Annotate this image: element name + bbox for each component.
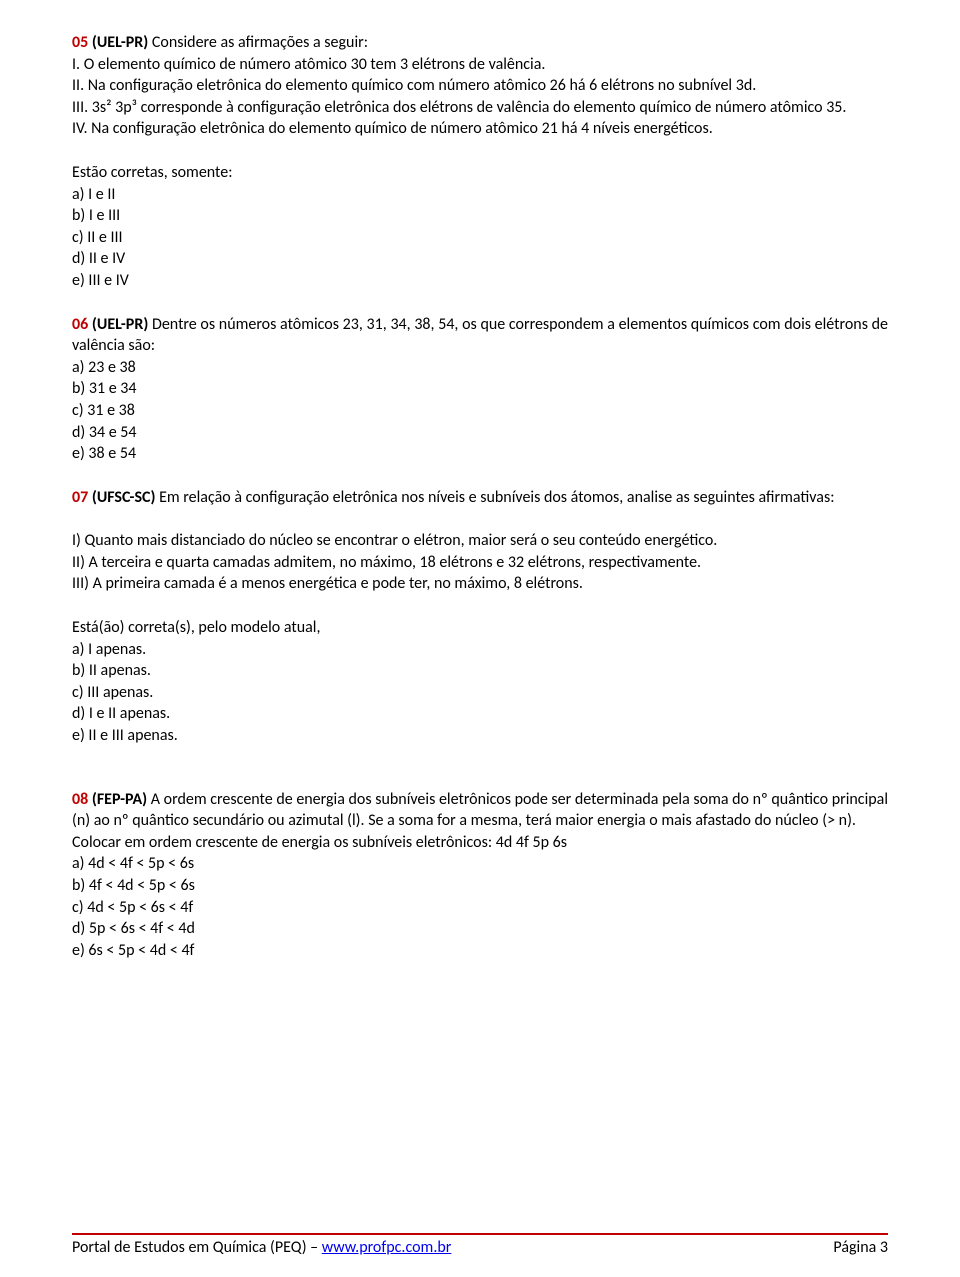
q05-opt-a: a) I e II [72,184,888,206]
q06-opt-e: e) 38 e 54 [72,443,888,465]
q05-options-block: Estão corretas, somente: a) I e II b) I … [72,162,888,292]
q07-opt-d: d) I e II apenas. [72,703,888,725]
q08-opt-c: c) 4d < 5p < 6s < 4f [72,897,888,919]
q05-stmt-3: III. 3s² 3p³ corresponde à configuração … [72,97,888,119]
footer-link[interactable]: www.profpc.com.br [322,1238,452,1257]
q06-opt-c: c) 31 e 38 [72,400,888,422]
q08-number: 08 [72,790,88,809]
q08-header: 08 (FEP-PA) A ordem crescente de energia… [72,789,888,832]
q06-opt-a: a) 23 e 38 [72,357,888,379]
q08-opt-a: a) 4d < 4f < 5p < 6s [72,853,888,875]
q07-number: 07 [72,488,88,507]
q08-source: (FEP-PA) [92,790,147,809]
q05-number: 05 [72,33,88,52]
q07-statements: I) Quanto mais distanciado do núcleo se … [72,530,888,595]
question-08: 08 (FEP-PA) A ordem crescente de energia… [72,789,888,962]
q05-header: 05 (UEL-PR) Considere as afirmações a se… [72,32,888,54]
q07-options: a) I apenas. b) II apenas. c) III apenas… [72,639,888,747]
q07-opt-e: e) II e III apenas. [72,725,888,747]
q05-opt-c: c) II e III [72,227,888,249]
q05-opt-b: b) I e III [72,205,888,227]
q08-text: A ordem crescente de energia dos subníve… [72,790,888,831]
q07-opt-a: a) I apenas. [72,639,888,661]
footer-rule [72,1233,888,1235]
q07-header: 07 (UFSC-SC) Em relação à configuração e… [72,487,888,509]
q07-opt-c: c) III apenas. [72,682,888,704]
q05-stmt-4: IV. Na configuração eletrônica do elemen… [72,118,888,140]
footer-prefix: Portal de Estudos em Química (PEQ) – [72,1238,322,1257]
q06-header: 06 (UEL-PR) Dentre os números atômicos 2… [72,314,888,357]
q08-opt-e: e) 6s < 5p < 4d < 4f [72,940,888,962]
question-07-intro: 07 (UFSC-SC) Em relação à configuração e… [72,487,888,509]
q07-opt-b: b) II apenas. [72,660,888,682]
q08-options: a) 4d < 4f < 5p < 6s b) 4f < 4d < 5p < 6… [72,853,888,961]
q06-text: Dentre os números atômicos 23, 31, 34, 3… [72,315,888,356]
q07-stmt-3: III) A primeira camada é a menos energét… [72,573,888,595]
q06-opt-b: b) 31 e 34 [72,378,888,400]
q06-number: 06 [72,315,88,334]
q06-source: (UEL-PR) [92,315,148,334]
q08-opt-b: b) 4f < 4d < 5p < 6s [72,875,888,897]
q05-opt-e: e) III e IV [72,270,888,292]
q05-stmt-1: I. O elemento químico de número atômico … [72,54,888,76]
q07-options-block: Está(ão) correta(s), pelo modelo atual, … [72,617,888,747]
q07-source: (UFSC-SC) [92,488,156,507]
q07-prompt: Está(ão) correta(s), pelo modelo atual, [72,617,888,639]
q05-options: a) I e II b) I e III c) II e III d) II e… [72,184,888,292]
q07-stmt-1: I) Quanto mais distanciado do núcleo se … [72,530,888,552]
footer-page-number: Página 3 [833,1237,888,1259]
q05-source: (UEL-PR) [92,33,148,52]
question-06: 06 (UEL-PR) Dentre os números atômicos 2… [72,314,888,465]
q05-stmt-2: II. Na configuração eletrônica do elemen… [72,75,888,97]
q06-opt-d: d) 34 e 54 [72,422,888,444]
question-05: 05 (UEL-PR) Considere as afirmações a se… [72,32,888,140]
footer-left: Portal de Estudos em Química (PEQ) – www… [72,1237,451,1259]
q06-options: a) 23 e 38 b) 31 e 34 c) 31 e 38 d) 34 e… [72,357,888,465]
q05-lead: Considere as afirmações a seguir: [152,33,368,52]
q05-prompt: Estão corretas, somente: [72,162,888,184]
q08-opt-d: d) 5p < 6s < 4f < 4d [72,918,888,940]
page-footer: Portal de Estudos em Química (PEQ) – www… [72,1233,888,1259]
q05-opt-d: d) II e IV [72,248,888,270]
q07-text: Em relação à configuração eletrônica nos… [159,488,834,507]
q08-instruction: Colocar em ordem crescente de energia os… [72,832,888,854]
q07-stmt-2: II) A terceira e quarta camadas admitem,… [72,552,888,574]
footer-row: Portal de Estudos em Química (PEQ) – www… [72,1237,888,1259]
